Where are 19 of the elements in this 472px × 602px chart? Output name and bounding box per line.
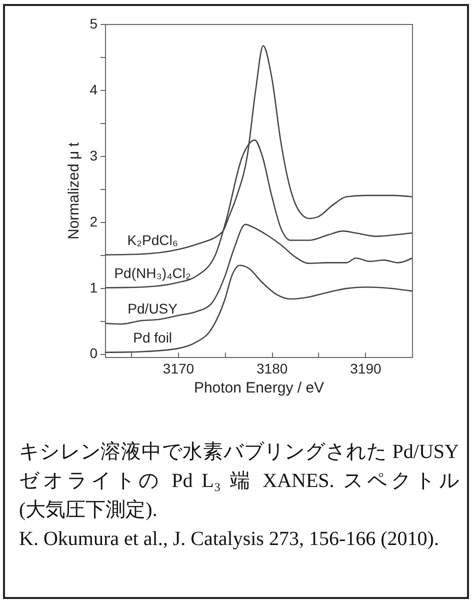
text: K. Okumura et al., J. Catalysis 273, 156-166 (2010). xyxy=(19,527,440,552)
text: キシレン溶液中で水素バブリングされた Pd/USY ゼオライトの Pd L₃ 端 XANES. スペクトル (大気圧下測定). xyxy=(19,440,459,523)
y-tick-label: 4 xyxy=(90,81,98,98)
series-label: Pd(NH₃)₄Cl₂ xyxy=(114,264,191,281)
y-tick-label: 0 xyxy=(90,345,98,362)
x-tick-label: 3170 xyxy=(162,360,194,376)
x-axis-title: Photon Energy / eV xyxy=(194,380,324,396)
x-tick-label: 3180 xyxy=(256,360,288,376)
series-label: Pd foil xyxy=(133,329,172,346)
y-tick-label: 5 xyxy=(90,16,98,32)
line-series xyxy=(105,264,412,354)
series-label: K₂PdCl₆ xyxy=(127,232,178,248)
line-series xyxy=(105,224,412,325)
y-tick-label: 3 xyxy=(90,147,98,164)
y-tick-label: 2 xyxy=(90,213,98,230)
y-tick-label: 1 xyxy=(90,279,98,296)
x-tick-label: 3190 xyxy=(350,360,382,376)
y-axis-title: Normalized μ t xyxy=(66,142,83,240)
series-label: Pd/USY xyxy=(128,300,178,316)
